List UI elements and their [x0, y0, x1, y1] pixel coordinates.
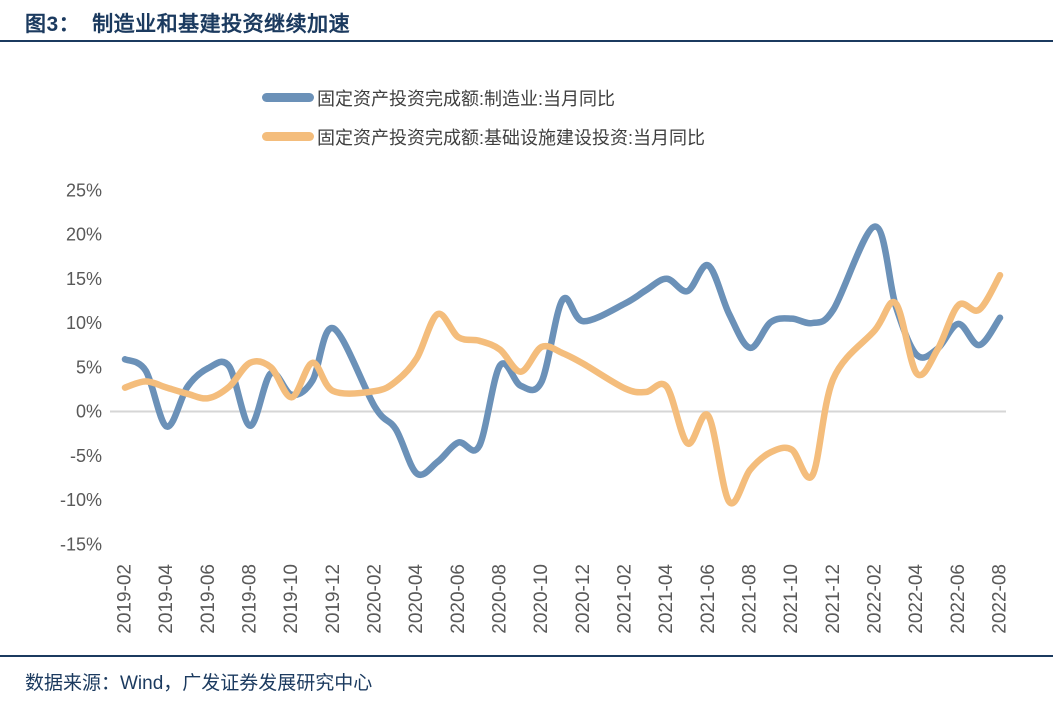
x-axis-tick-label: 2022-08	[990, 564, 1011, 634]
series-line-infrastructure	[121, 271, 1004, 507]
series-line-manufacturing	[121, 223, 1004, 478]
y-axis-tick-label: 5%	[76, 357, 102, 377]
y-axis-tick-label: 20%	[66, 225, 102, 245]
x-axis-tick-label: 2019-10	[281, 564, 302, 634]
x-axis-tick-label: 2019-02	[115, 564, 136, 634]
footer-divider	[0, 655, 1053, 657]
chart-y-axis-labels: 25% 20% 15% 10% 5% 0% -5% -10% -15%	[60, 180, 102, 554]
legend-label-manufacturing: 固定资产投资完成额:制造业:当月同比	[317, 88, 616, 109]
x-axis-tick-label: 2021-10	[781, 564, 802, 634]
chart-legend: 固定资产投资完成额:制造业:当月同比 固定资产投资完成额:基础设施建设投资:当月…	[262, 85, 705, 163]
x-axis-tick-label: 2019-04	[156, 564, 177, 634]
figure-title-row: 图3： 制造业和基建投资继续加速	[25, 8, 350, 38]
data-source-text: 数据来源：Wind，广发证券发展研究中心	[25, 673, 373, 694]
x-axis-tick-label: 2019-06	[198, 564, 219, 634]
x-axis-tick-label: 2021-12	[823, 564, 844, 634]
legend-item-infrastructure: 固定资产投资完成额:基础设施建设投资:当月同比	[262, 124, 705, 149]
figure-title: 制造业和基建投资继续加速	[92, 13, 351, 36]
x-axis-tick-label: 2020-02	[365, 564, 386, 634]
x-axis-tick-label: 2019-12	[323, 564, 344, 634]
y-axis-tick-label: 10%	[66, 313, 102, 333]
chart-x-axis-labels: 2019-02 2019-04 2019-06 2019-08 2019-10 2019-…	[115, 564, 1011, 634]
y-axis-tick-label: -15%	[60, 534, 102, 554]
y-axis-tick-label: 0%	[76, 402, 102, 422]
x-axis-tick-label: 2020-04	[406, 564, 427, 634]
x-axis-tick-label: 2021-06	[698, 564, 719, 634]
legend-swatch-infrastructure	[262, 132, 314, 141]
y-axis-tick-label: -5%	[70, 446, 102, 466]
x-axis-tick-label: 2021-08	[740, 564, 761, 634]
title-divider	[0, 40, 1053, 42]
figure-number-label: 图3：	[25, 13, 81, 36]
x-axis-tick-label: 2020-10	[531, 564, 552, 634]
chart-series-lines	[121, 223, 1004, 507]
x-axis-tick-label: 2022-06	[948, 564, 969, 634]
x-axis-tick-label: 2022-04	[906, 564, 927, 634]
data-source-row: 数据来源：Wind，广发证券发展研究中心	[25, 668, 372, 695]
legend-label-infrastructure: 固定资产投资完成额:基础设施建设投资:当月同比	[317, 127, 705, 148]
x-axis-tick-label: 2020-06	[448, 564, 469, 634]
legend-swatch-manufacturing	[262, 93, 314, 102]
x-axis-tick-label: 2019-08	[240, 564, 261, 634]
y-axis-tick-label: -10%	[60, 490, 102, 510]
x-axis-tick-label: 2020-08	[490, 564, 511, 634]
x-axis-tick-label: 2021-04	[656, 564, 677, 634]
x-axis-tick-label: 2020-12	[573, 564, 594, 634]
y-axis-tick-label: 15%	[66, 269, 102, 289]
legend-item-manufacturing: 固定资产投资完成额:制造业:当月同比	[262, 85, 705, 110]
y-axis-tick-label: 25%	[66, 180, 102, 200]
x-axis-tick-label: 2022-02	[865, 564, 886, 634]
x-axis-tick-label: 2021-02	[615, 564, 636, 634]
